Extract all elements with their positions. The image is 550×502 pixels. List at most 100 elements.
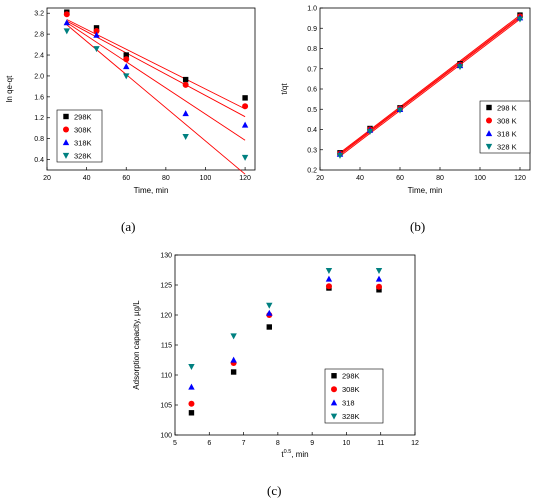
data-point xyxy=(266,324,272,330)
y-tick-label: 130 xyxy=(160,253,172,260)
x-axis-label: t0.5, min xyxy=(281,449,308,459)
data-point xyxy=(242,95,248,101)
legend-marker xyxy=(63,113,69,120)
x-tick-label: 80 xyxy=(436,175,444,182)
legend-marker xyxy=(63,126,69,133)
data-point xyxy=(63,19,71,26)
legend-marker xyxy=(331,386,337,393)
data-point xyxy=(376,287,382,293)
x-tick-label: 40 xyxy=(83,175,91,182)
data-point xyxy=(242,103,249,110)
legend-marker xyxy=(485,130,493,137)
data-point xyxy=(93,31,100,38)
chart-b-plot: 20 40 60 80 100 120 0.2 0.3 0.4 0.5 0.6 0.7 0.8 0.9 1.… xyxy=(280,6,531,195)
y-tick-label: 125 xyxy=(160,283,172,290)
fit-line xyxy=(66,22,246,141)
y-tick-label: 110 xyxy=(161,373,172,380)
x-tick-label: 12 xyxy=(411,440,419,447)
data-point xyxy=(93,46,100,53)
y-tick-label: 120 xyxy=(160,313,172,320)
data-point xyxy=(188,410,195,416)
data-point xyxy=(182,76,189,83)
data-point xyxy=(456,64,464,71)
data-point xyxy=(396,107,404,114)
x-tick-label: 100 xyxy=(200,175,212,182)
y-tick-label: 0.5 xyxy=(307,107,317,114)
data-point xyxy=(93,25,100,31)
data-point xyxy=(266,309,273,316)
x-axis-label: Time, min xyxy=(134,186,169,195)
x-tick-label: 7 xyxy=(242,440,246,447)
data-point xyxy=(241,154,249,161)
y-tick-label: 100 xyxy=(160,433,172,440)
legend-label: 328 K xyxy=(497,142,517,151)
y-tick-label: 0.6 xyxy=(307,87,317,94)
legend-label: 328K xyxy=(74,151,92,160)
data-point xyxy=(63,11,70,18)
y-tick-label: 1.0 xyxy=(307,6,317,13)
legend-marker xyxy=(62,152,70,159)
legend-label: 308 K xyxy=(497,116,517,125)
y-tick-label: 2.4 xyxy=(34,53,44,60)
data-point xyxy=(325,268,333,274)
x-tick-label: 6 xyxy=(207,440,211,447)
y-tick-label: 115 xyxy=(161,343,172,350)
chart-a: 20 40 60 80 100 120 0.4 0.8 1.2 1.6 2.0 2.4 2.8 3.2 Ti… xyxy=(0,0,275,205)
plot-frame xyxy=(46,7,256,171)
y-tick-label: 0.3 xyxy=(307,147,317,154)
data-point xyxy=(188,400,195,407)
data-point xyxy=(366,128,374,135)
data-point xyxy=(123,56,130,63)
y-tick-label: 3.2 xyxy=(34,11,44,18)
x-tick-label: 120 xyxy=(239,175,251,182)
x-tick-label: 120 xyxy=(514,175,526,182)
data-point xyxy=(188,383,195,390)
data-point xyxy=(123,73,130,80)
legend-label: 298 K xyxy=(497,103,517,112)
x-tick-label: 60 xyxy=(122,175,130,182)
y-tick-label: 0.9 xyxy=(307,26,317,33)
data-point xyxy=(266,302,273,309)
y-tick-label: 0.2 xyxy=(307,168,317,175)
data-point xyxy=(375,268,383,274)
chart-b: 20 40 60 80 100 120 0.2 0.3 0.4 0.5 0.6 0.7 0.8 0.9 1.… xyxy=(275,0,550,205)
y-tick-label: 0.7 xyxy=(307,66,317,73)
legend-label: 318 xyxy=(342,399,355,408)
legend-marker xyxy=(330,399,338,406)
y-tick-label: 1.2 xyxy=(34,115,44,122)
fit-line xyxy=(66,20,246,118)
data-point xyxy=(325,275,333,282)
legend-marker xyxy=(486,117,492,124)
fit-line xyxy=(66,19,246,110)
x-tick-label: 8 xyxy=(276,440,280,447)
x-tick-label: 20 xyxy=(43,175,51,182)
y-tick-label: 105 xyxy=(160,403,172,410)
data-point xyxy=(123,63,130,70)
data-point xyxy=(376,283,382,290)
legend-label: 328K xyxy=(342,412,360,421)
y-tick-label: 2.8 xyxy=(34,32,44,39)
legend-label: 308K xyxy=(342,385,360,394)
data-point xyxy=(188,364,195,370)
x-tick-label: 20 xyxy=(316,175,324,182)
legend-label: 298K xyxy=(74,112,92,121)
legend-marker xyxy=(485,143,493,150)
y-tick-label: 1.6 xyxy=(34,94,44,101)
data-point xyxy=(182,133,189,140)
caption-b: (b) xyxy=(410,219,426,234)
data-point xyxy=(93,27,100,34)
caption-c: (c) xyxy=(267,483,282,498)
y-tick-label: 0.4 xyxy=(34,157,44,164)
legend-label: 308K xyxy=(74,125,92,134)
legend-marker xyxy=(331,373,337,379)
data-point xyxy=(375,275,383,282)
data-point xyxy=(230,356,237,363)
y-tick-label: 0.8 xyxy=(307,46,317,53)
data-point xyxy=(325,283,332,290)
y-axis-label: t/qt xyxy=(280,83,289,95)
x-tick-label: 11 xyxy=(377,440,384,447)
data-point xyxy=(63,28,71,35)
legend-marker xyxy=(62,139,70,146)
chart-c: 5 6 7 8 9 10 11 12 100 105 110 115 120 125 130 t0.5, mi… xyxy=(125,247,425,467)
legend-label: 318 K xyxy=(497,129,517,138)
